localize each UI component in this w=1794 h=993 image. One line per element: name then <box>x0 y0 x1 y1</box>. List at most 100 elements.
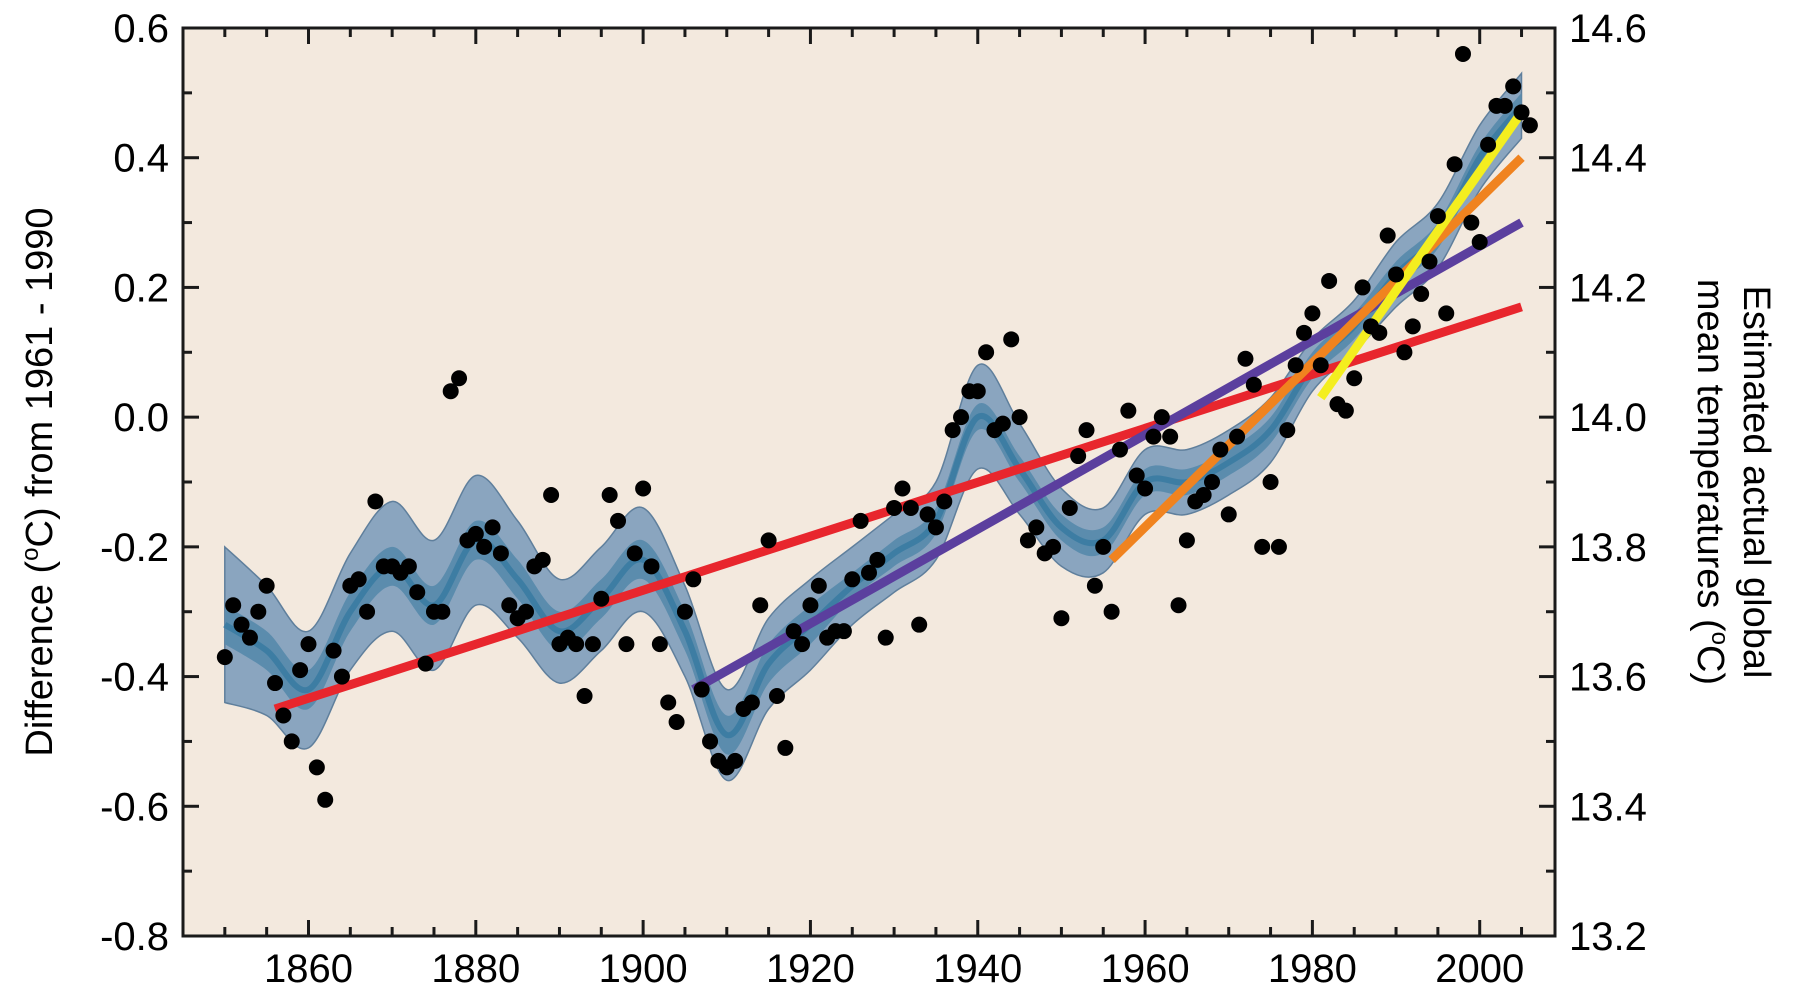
y-right-tick-label: 14.4 <box>1569 137 1647 181</box>
data-point <box>601 486 618 503</box>
data-point <box>852 512 869 529</box>
data-point <box>1178 532 1195 549</box>
data-point <box>317 791 334 808</box>
data-point <box>275 707 292 724</box>
data-point <box>894 480 911 497</box>
data-point <box>1505 78 1522 95</box>
data-point <box>1111 441 1128 458</box>
data-point <box>685 571 702 588</box>
data-point <box>534 551 551 568</box>
trend-line-100yr <box>691 218 1524 694</box>
right-y-axis-title-line2: mean temperatures (oC) <box>1689 279 1733 685</box>
data-point <box>802 597 819 614</box>
data-point <box>1245 376 1262 393</box>
data-point <box>1145 428 1162 445</box>
data-point <box>1337 402 1354 419</box>
data-point <box>267 675 284 692</box>
data-point <box>1471 234 1488 251</box>
data-point <box>325 642 342 659</box>
y-right-tick-label: 13.2 <box>1569 915 1647 959</box>
x-tick-label: 1900 <box>599 947 688 991</box>
data-point <box>994 415 1011 432</box>
data-point <box>1521 117 1538 134</box>
data-point <box>1220 506 1237 523</box>
data-point <box>1496 97 1513 114</box>
y-tick-label: -0.4 <box>100 656 169 700</box>
data-point <box>1438 305 1455 322</box>
y-tick-label: -0.8 <box>100 915 169 959</box>
data-point <box>1086 577 1103 594</box>
data-point <box>417 655 434 672</box>
data-points <box>216 45 1538 808</box>
data-point <box>1396 344 1413 361</box>
plot-background <box>183 28 1555 936</box>
data-point <box>292 662 309 679</box>
y-tick-label: 0.2 <box>113 266 169 310</box>
data-point <box>643 558 660 575</box>
data-point <box>902 499 919 516</box>
data-point <box>409 584 426 601</box>
y-right-tick-label: 14.2 <box>1569 266 1647 310</box>
x-tick-label: 2000 <box>1435 947 1524 991</box>
data-point <box>635 480 652 497</box>
data-point <box>1103 603 1120 620</box>
uncertainty-band-outer <box>224 71 1523 782</box>
data-point <box>258 577 275 594</box>
data-point <box>233 616 250 633</box>
data-point <box>743 694 760 711</box>
data-point <box>1070 448 1087 465</box>
data-point <box>1270 538 1287 555</box>
data-point <box>1304 305 1321 322</box>
data-point <box>1019 532 1036 549</box>
data-point <box>877 629 894 646</box>
data-point <box>752 597 769 614</box>
data-point <box>250 603 267 620</box>
data-point <box>1137 480 1154 497</box>
data-point <box>1454 45 1471 62</box>
y-right-tick-label: 14.6 <box>1569 7 1647 51</box>
data-point <box>1429 208 1446 225</box>
data-point <box>844 571 861 588</box>
data-point <box>1463 214 1480 231</box>
data-point <box>442 383 459 400</box>
data-point <box>794 636 811 653</box>
data-point <box>777 739 794 756</box>
data-point <box>702 733 719 750</box>
data-point <box>400 558 417 575</box>
data-point <box>911 616 928 633</box>
data-point <box>1078 422 1095 439</box>
data-point <box>1237 350 1254 367</box>
data-point <box>1279 422 1296 439</box>
data-point <box>492 545 509 562</box>
data-point <box>861 564 877 581</box>
right-y-tick-labels: 14.6 14.4 14.2 14.0 13.8 13.6 13.4 13.2 <box>1569 7 1647 959</box>
y-tick-label: 0.0 <box>113 396 169 440</box>
x-tick-label: 1980 <box>1268 947 1357 991</box>
data-point <box>919 506 936 523</box>
data-point <box>969 383 986 400</box>
data-point <box>936 493 953 510</box>
data-point <box>584 636 601 653</box>
y-tick-label: 0.4 <box>113 137 169 181</box>
trend-line-25yr <box>1317 109 1526 401</box>
data-point <box>1312 357 1329 374</box>
y-right-tick-label: 13.8 <box>1569 526 1647 570</box>
data-point <box>1229 428 1246 445</box>
y-tick-label: -0.2 <box>100 526 169 570</box>
data-point <box>1095 538 1112 555</box>
right-y-axis-title-line1: Estimated actual global <box>1735 286 1777 679</box>
data-point <box>886 499 903 516</box>
data-point <box>1204 474 1220 490</box>
data-point <box>953 409 970 426</box>
data-point <box>1028 519 1045 536</box>
data-point <box>1003 331 1020 348</box>
data-point <box>300 636 317 653</box>
trend-lines <box>273 109 1526 714</box>
data-point <box>785 623 802 640</box>
data-point <box>810 577 827 594</box>
data-point <box>1128 467 1145 484</box>
data-point <box>676 603 693 620</box>
data-point <box>359 603 376 620</box>
data-point <box>1153 409 1170 426</box>
data-point <box>1354 279 1371 296</box>
